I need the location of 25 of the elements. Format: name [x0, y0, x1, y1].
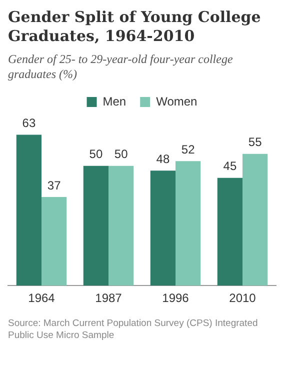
x-tick-label: 1996 [162, 291, 190, 306]
data-label: 52 [181, 142, 196, 156]
bar [83, 166, 108, 286]
source-note: Source: March Current Population Survey (CPS) Integrated Public Use Micro Sample [8, 318, 259, 342]
chart-subtitle: Gender of 25- to 29-year-old four-year college graduates (%) [8, 52, 234, 82]
bar [16, 134, 42, 286]
bar [242, 154, 268, 286]
bar [176, 161, 201, 286]
bar [108, 166, 134, 286]
legend-label: Men [102, 94, 126, 108]
x-tick-label: 1987 [95, 291, 122, 306]
bar [42, 197, 67, 286]
x-tick-label: 1964 [28, 291, 56, 306]
data-label: 48 [156, 152, 170, 166]
x-tick-label: 2010 [229, 291, 256, 306]
data-label: 37 [47, 178, 62, 192]
data-label: 63 [22, 116, 36, 130]
bar [217, 178, 242, 286]
data-label: 45 [223, 159, 237, 174]
legend-label: Women [156, 94, 198, 108]
data-label: 50 [114, 147, 128, 162]
data-label: 50 [89, 147, 103, 162]
chart-title: Gender Split of Young College Graduates, 1964-2010 [8, 8, 262, 46]
data-label: 55 [248, 135, 262, 150]
bar [150, 170, 176, 286]
